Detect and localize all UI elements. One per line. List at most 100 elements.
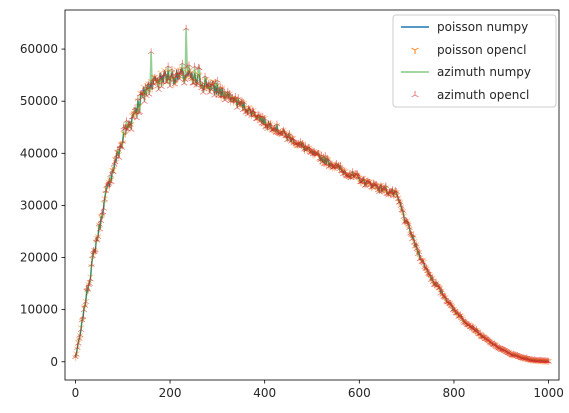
azimuth-opencl-point bbox=[280, 126, 287, 133]
y-tick-label: 60000 bbox=[20, 42, 58, 56]
azimuth-opencl-point bbox=[75, 339, 82, 346]
azimuth-opencl-point bbox=[240, 98, 248, 105]
azimuth-opencl-point bbox=[404, 218, 411, 225]
azimuth-opencl-point bbox=[110, 168, 117, 175]
x-tick-label: 1000 bbox=[533, 386, 564, 400]
azimuth-opencl-point bbox=[397, 202, 405, 208]
legend-label-poisson-opencl: poisson opencl bbox=[437, 43, 526, 57]
azimuth-opencl-point bbox=[151, 73, 159, 80]
azimuth-opencl-point bbox=[355, 173, 362, 180]
azimuth-opencl-point bbox=[382, 182, 390, 189]
azimuth-opencl-point bbox=[131, 104, 139, 111]
azimuth-opencl-point bbox=[186, 69, 194, 75]
azimuth-opencl-point bbox=[438, 286, 445, 293]
azimuth-opencl-point bbox=[171, 80, 178, 87]
azimuth-opencl-point bbox=[412, 240, 420, 247]
azimuth-opencl-point bbox=[164, 62, 172, 69]
azimuth-opencl-point bbox=[152, 76, 160, 83]
azimuth-opencl-point bbox=[136, 108, 143, 115]
azimuth-opencl-point bbox=[373, 180, 380, 187]
azimuth-opencl-point bbox=[423, 264, 430, 271]
azimuth-opencl-point bbox=[115, 153, 123, 160]
azimuth-opencl-point bbox=[133, 114, 141, 121]
legend-label-poisson-numpy: poisson numpy bbox=[437, 20, 528, 34]
azimuth-opencl-point bbox=[399, 207, 407, 213]
azimuth-opencl-point bbox=[181, 76, 189, 82]
azimuth-opencl-point bbox=[100, 204, 108, 211]
azimuth-opencl-point bbox=[147, 48, 155, 55]
azimuth-opencl-point bbox=[201, 72, 209, 79]
axes-frame bbox=[64, 9, 560, 381]
legend: poisson numpy poisson opencl azimuth num… bbox=[392, 14, 557, 108]
azimuth-opencl-point bbox=[94, 233, 102, 240]
legend-swatch-poisson-opencl bbox=[411, 47, 419, 54]
azimuth-opencl-point bbox=[406, 224, 413, 230]
azimuth-opencl-point bbox=[428, 274, 436, 281]
azimuth-opencl-point bbox=[182, 24, 190, 31]
azimuth-opencl-point bbox=[127, 121, 134, 127]
azimuth-opencl-point bbox=[73, 350, 80, 357]
azimuth-opencl-point bbox=[410, 231, 417, 238]
azimuth-opencl-point bbox=[118, 143, 126, 150]
azimuth-opencl-point bbox=[97, 217, 105, 224]
y-tick-label: 40000 bbox=[20, 146, 58, 160]
plot-area bbox=[72, 24, 552, 365]
azimuth-opencl-point bbox=[176, 75, 183, 82]
azimuth-opencl-point bbox=[415, 248, 423, 255]
azimuth-opencl-point bbox=[117, 142, 125, 149]
x-tick-label: 600 bbox=[348, 386, 371, 400]
azimuth-opencl-point bbox=[261, 115, 268, 121]
azimuth-opencl-point bbox=[101, 195, 108, 202]
azimuth-opencl-point bbox=[84, 285, 91, 292]
legend-label-azimuth-opencl: azimuth opencl bbox=[437, 88, 529, 102]
azimuth-opencl-point bbox=[188, 75, 196, 82]
azimuth-opencl-point bbox=[202, 81, 210, 88]
azimuth-opencl-point bbox=[77, 326, 85, 332]
azimuth-opencl-point bbox=[76, 331, 84, 338]
azimuth-opencl-point bbox=[80, 306, 88, 313]
azimuth-opencl-point bbox=[82, 298, 90, 305]
azimuth-opencl-point bbox=[393, 187, 400, 194]
azimuth-opencl-point bbox=[119, 137, 126, 144]
azimuth-opencl-point bbox=[267, 120, 274, 127]
azimuth-opencl-point bbox=[88, 261, 95, 267]
azimuth-opencl-point bbox=[170, 76, 178, 83]
x-tick-label: 0 bbox=[72, 386, 80, 400]
azimuth-opencl-point bbox=[141, 98, 148, 104]
azimuth-opencl-point bbox=[393, 192, 401, 199]
azimuth-opencl-point bbox=[196, 64, 203, 71]
azimuth-opencl-point bbox=[162, 70, 169, 77]
x-tick-label: 400 bbox=[253, 386, 276, 400]
axes: 0 200 400 600 800 100001000020000300004000050… bbox=[20, 9, 564, 400]
y-tick-label: 30000 bbox=[20, 198, 58, 212]
azimuth-opencl-point bbox=[185, 61, 193, 68]
azimuth-opencl-point bbox=[158, 83, 165, 89]
azimuth-opencl-point bbox=[214, 76, 221, 83]
azimuth-opencl-point bbox=[206, 88, 214, 95]
azimuth-opencl-point bbox=[335, 161, 342, 168]
azimuth-opencl-point bbox=[153, 78, 161, 85]
azimuth-opencl-point bbox=[168, 65, 176, 72]
azimuth-opencl-point bbox=[337, 161, 344, 168]
legend-label-azimuth-numpy: azimuth numpy bbox=[437, 65, 531, 79]
y-tick-label: 20000 bbox=[20, 251, 58, 265]
azimuth-opencl-point bbox=[159, 78, 166, 85]
legend-swatch-azimuth-opencl bbox=[411, 91, 419, 98]
azimuth-opencl-point bbox=[87, 275, 94, 282]
x-tick-label: 200 bbox=[159, 386, 182, 400]
azimuth-opencl-point bbox=[179, 59, 186, 66]
azimuth-opencl-point bbox=[321, 160, 328, 167]
azimuth-opencl-point bbox=[257, 112, 265, 119]
azimuth-opencl-point bbox=[405, 220, 412, 227]
azimuth-opencl-point bbox=[273, 120, 281, 127]
azimuth-opencl-point bbox=[215, 91, 222, 98]
azimuth-opencl-point bbox=[375, 188, 383, 194]
azimuth-opencl-point bbox=[420, 259, 427, 266]
azimuth-opencl-point bbox=[419, 258, 426, 265]
azimuth-opencl-point bbox=[74, 344, 81, 350]
azimuth-opencl-point bbox=[187, 73, 195, 80]
azimuth-opencl-point bbox=[108, 178, 115, 185]
azimuth-opencl-point bbox=[166, 82, 174, 89]
azimuth-opencl-point bbox=[396, 198, 404, 205]
